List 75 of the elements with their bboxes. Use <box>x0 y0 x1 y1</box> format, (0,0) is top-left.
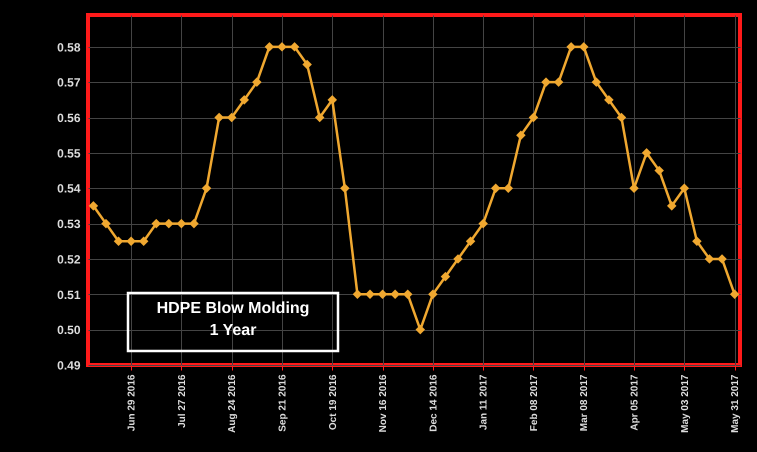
point <box>528 112 538 122</box>
x-tick-label: Nov 16 2016 <box>378 374 390 432</box>
point <box>101 218 111 228</box>
y-tick-label: 0.56 <box>57 111 81 126</box>
x-tick-label: Apr 05 2017 <box>630 374 641 431</box>
point <box>226 112 236 122</box>
y-tick-label: 0.53 <box>57 217 81 232</box>
point <box>730 290 740 300</box>
point <box>277 42 287 52</box>
point <box>654 166 664 176</box>
x-tick-label: May 03 2017 <box>680 374 691 433</box>
y-tick-label: 0.51 <box>57 288 81 302</box>
y-tick-label: 0.54 <box>57 182 81 196</box>
x-tick-label: Sep 21 2016 <box>277 374 288 432</box>
point <box>428 290 438 300</box>
point <box>314 112 324 122</box>
point <box>365 290 375 300</box>
point <box>717 254 727 264</box>
point <box>490 183 500 193</box>
point <box>667 201 676 211</box>
y-tick-label: 0.50 <box>57 323 81 338</box>
point <box>189 218 199 228</box>
point <box>440 272 450 282</box>
point <box>328 95 338 105</box>
point <box>578 42 588 52</box>
point <box>516 130 526 140</box>
point <box>453 254 463 264</box>
point <box>290 42 300 52</box>
point <box>541 77 551 87</box>
x-tick-label: Jun 29 2016 <box>126 374 138 432</box>
x-tick-label: Oct 19 2016 <box>328 374 339 430</box>
point <box>616 112 626 122</box>
point <box>504 183 514 193</box>
y-tick-label: 0.52 <box>57 252 81 266</box>
y-tick-label: 0.57 <box>57 76 81 90</box>
x-tick-label: Mar 08 2017 <box>579 374 590 432</box>
point <box>554 77 564 87</box>
point <box>164 218 174 228</box>
point <box>138 236 148 246</box>
y-tick-label: 0.49 <box>57 358 81 372</box>
point <box>126 236 136 246</box>
point <box>390 290 400 300</box>
x-tick-label: Aug 24 2016 <box>227 374 238 433</box>
point <box>240 95 250 105</box>
x-tick-label: Feb 08 2017 <box>528 374 540 432</box>
point <box>264 42 274 52</box>
point <box>302 60 312 70</box>
point <box>114 236 124 246</box>
point <box>680 183 690 193</box>
y-tick-label: 0.58 <box>57 40 81 54</box>
point <box>402 290 412 300</box>
point <box>416 324 426 334</box>
x-tick-label: Jan 11 2017 <box>478 374 490 430</box>
point <box>88 201 98 211</box>
point <box>378 290 388 300</box>
point <box>478 218 488 228</box>
point <box>152 218 161 228</box>
point <box>252 77 262 87</box>
point <box>340 183 350 193</box>
x-tick-label: Dec 14 2016 <box>428 374 440 432</box>
annotation: HDPE Blow Molding 1 Year <box>156 300 310 339</box>
y-tick-label: 0.55 <box>57 146 81 160</box>
point <box>704 254 714 264</box>
x-tick-label: May 31 2017 <box>730 374 742 433</box>
point <box>604 95 614 105</box>
point <box>466 236 476 246</box>
point <box>592 77 602 87</box>
point <box>692 236 702 246</box>
x-tick-label: Jul 27 2016 <box>176 374 188 428</box>
point <box>642 148 652 158</box>
point <box>352 290 362 300</box>
point <box>566 42 576 52</box>
point <box>176 218 186 228</box>
point <box>214 112 224 122</box>
point <box>202 183 212 193</box>
